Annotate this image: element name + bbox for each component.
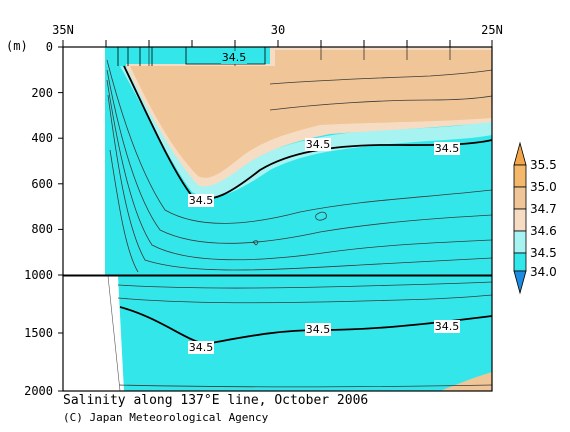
legend-level: 35.5 xyxy=(530,158,557,172)
contour-label: 34.5 xyxy=(189,194,214,207)
region-orange-core xyxy=(130,50,492,178)
contour-line xyxy=(117,294,493,304)
y-tick-label: 800 xyxy=(31,222,53,236)
contour-34-5 xyxy=(119,65,493,345)
legend-swatch xyxy=(513,230,527,254)
region-bottom-peach xyxy=(440,372,492,391)
legend-colorbar xyxy=(513,141,527,295)
legend-level: 34.6 xyxy=(530,224,557,238)
x-label-35n: 35N xyxy=(52,23,74,37)
contour-line xyxy=(106,59,493,224)
contour-labels: 34.5 34.5 34.5 34.5 34.5 34.5 34.5 xyxy=(188,51,460,354)
contour-label: 34.5 xyxy=(435,142,460,155)
contour-lines xyxy=(106,59,493,388)
y-tick-label: 1000 xyxy=(24,268,53,282)
contour-line xyxy=(269,95,493,111)
contour-label: 34.5 xyxy=(306,323,331,336)
contour-line xyxy=(107,94,493,271)
y-unit-label: (m) xyxy=(6,39,28,53)
contour-line xyxy=(106,79,493,261)
axis-labels: 35N 30 25N (m) 0 200 400 600 800 1000 15… xyxy=(6,23,503,398)
top-ticks xyxy=(62,40,493,47)
contour-label-bg xyxy=(188,194,214,207)
legend-swatch xyxy=(513,186,527,210)
contour-label-bg xyxy=(434,142,460,155)
contour-label: 34.5 xyxy=(435,320,460,333)
depth-ticks xyxy=(58,46,63,392)
chart-title: Salinity along 137°E line, October 2006 xyxy=(63,393,369,408)
contour-line xyxy=(117,281,493,289)
contour-label-bg xyxy=(188,341,214,354)
y-tick-label: 600 xyxy=(31,177,53,191)
legend-swatch xyxy=(513,208,527,232)
x-label-30: 30 xyxy=(271,23,285,37)
contour-line xyxy=(117,384,493,388)
legend-level: 34.7 xyxy=(530,202,557,216)
contour-line xyxy=(106,69,493,244)
chart-credit: (C) Japan Meteorological Agency xyxy=(63,411,269,424)
legend-swatch xyxy=(513,164,527,188)
legend-swatch-bottom xyxy=(513,270,527,295)
contour-label: 34.5 xyxy=(306,138,331,151)
contour-label-bg xyxy=(434,320,460,333)
legend-swatch xyxy=(513,252,527,272)
contour-line xyxy=(109,149,139,273)
region-pale-cyan xyxy=(120,66,492,197)
contour-label-bg xyxy=(305,323,331,336)
contour-line xyxy=(269,69,493,85)
contour-line xyxy=(315,211,327,221)
legend-level: 34.0 xyxy=(530,265,557,279)
y-tick-label: 2000 xyxy=(24,384,53,398)
y-tick-label: 200 xyxy=(31,86,53,100)
contour-label: 34.5 xyxy=(222,51,247,64)
contour-label: 34.5 xyxy=(189,341,214,354)
contour-34-5-upper xyxy=(123,65,493,200)
legend-labels: 35.5 35.0 34.7 34.6 34.5 34.0 xyxy=(530,158,557,279)
contour-34-5-lower xyxy=(119,306,493,345)
x-label-25n: 25N xyxy=(481,23,503,37)
land-wedge xyxy=(63,47,105,275)
y-tick-label: 0 xyxy=(46,40,53,54)
salinity-fill-layer xyxy=(105,47,492,391)
y-tick-label: 1500 xyxy=(24,326,53,340)
contour-line xyxy=(252,240,259,246)
contour-label-bg xyxy=(221,51,247,64)
surface-lines xyxy=(117,47,153,66)
y-tick-label: 400 xyxy=(31,131,53,145)
contour-label-bg xyxy=(305,138,331,151)
legend-level: 35.0 xyxy=(530,180,557,194)
legend-level: 34.5 xyxy=(530,246,557,260)
